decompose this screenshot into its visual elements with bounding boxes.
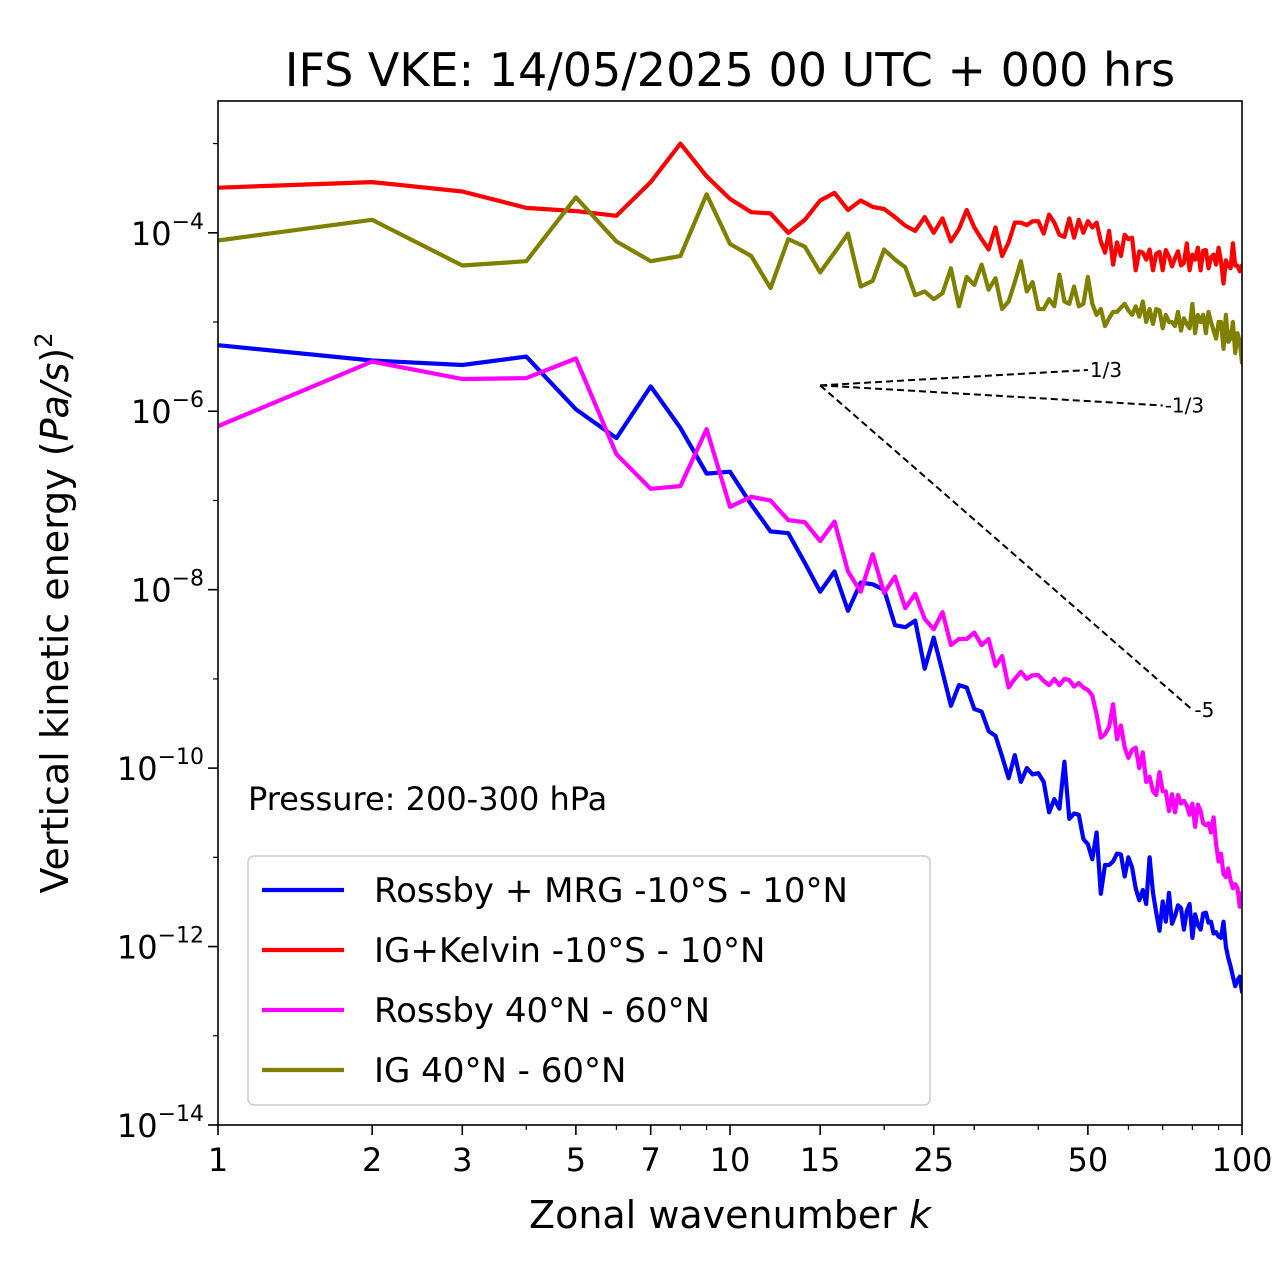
y-tick-label: 10−8: [131, 567, 204, 610]
x-axis-label-var: k: [909, 1193, 933, 1237]
slope-line-1: [820, 368, 1088, 387]
legend-label-1: Rossby + MRG -10°S - 10°N: [374, 871, 848, 911]
x-tick-label: 2: [362, 1141, 382, 1179]
series-line-1: [218, 343, 1242, 995]
legend-label-3: Rossby 40°N - 60°N: [374, 991, 710, 1031]
series-layer: [218, 141, 1242, 995]
x-tick-label: 50: [1068, 1141, 1109, 1179]
y-tick-label: 10−6: [131, 388, 204, 431]
x-axis-label: Zonal wavenumber k: [529, 1193, 933, 1237]
x-tick-label: 5: [566, 1141, 586, 1179]
x-axis-label-text: Zonal wavenumber: [529, 1193, 897, 1237]
x-tick-label: 3: [452, 1141, 472, 1179]
x-tick-label: 100: [1211, 1141, 1272, 1179]
series-line-3: [218, 356, 1242, 909]
series-line-4: [218, 192, 1242, 365]
chart-title: IFS VKE: 14/05/2025 00 UTC + 000 hrs: [285, 43, 1175, 97]
slope-line-2: [820, 384, 1163, 407]
legend-label-2: IG+Kelvin -10°S - 10°N: [374, 931, 765, 971]
slope-label-3: -5: [1194, 698, 1214, 722]
x-tick-label: 25: [913, 1141, 954, 1179]
y-tick-label: 10−14: [117, 1102, 204, 1145]
y-axis-label-sup: 2: [30, 332, 58, 347]
legend-label-4: IG 40°N - 60°N: [374, 1051, 626, 1091]
pressure-annotation: Pressure: 200-300 hPa: [248, 780, 607, 818]
y-axis-ticks: 10−14 10−12 10−10 10−8 10−6 10−4: [117, 142, 218, 1145]
y-axis-label-suffix: ): [33, 348, 77, 363]
legend-box: [247, 855, 931, 1106]
slope-line-3: [819, 384, 1194, 711]
y-axis-label: Vertical kinetic energy (Pa/s)2: [30, 332, 77, 893]
x-tick-label: 7: [641, 1141, 661, 1179]
series-line-2: [218, 141, 1242, 286]
y-axis-label-var: Pa/s: [33, 363, 77, 442]
y-tick-label: 10−4: [131, 210, 204, 253]
x-tick-label: 15: [800, 1141, 841, 1179]
y-tick-label: 10−10: [117, 745, 204, 788]
y-tick-label: 10−12: [117, 924, 204, 967]
slope-label-2: -1/3: [1165, 393, 1204, 417]
legend: Rossby + MRG -10°S - 10°N IG+Kelvin -10°S…: [247, 855, 931, 1106]
y-axis-label-prefix: Vertical kinetic energy (: [33, 441, 77, 893]
reference-lines: 1/3 -1/3 -5: [819, 358, 1214, 722]
slope-label-1: 1/3: [1090, 358, 1122, 382]
x-tick-label: 10: [710, 1141, 751, 1179]
x-tick-label: 1: [208, 1141, 228, 1179]
x-axis-ticks: 1 2 3 5 7 10 15 25 50 100: [208, 1125, 1273, 1179]
